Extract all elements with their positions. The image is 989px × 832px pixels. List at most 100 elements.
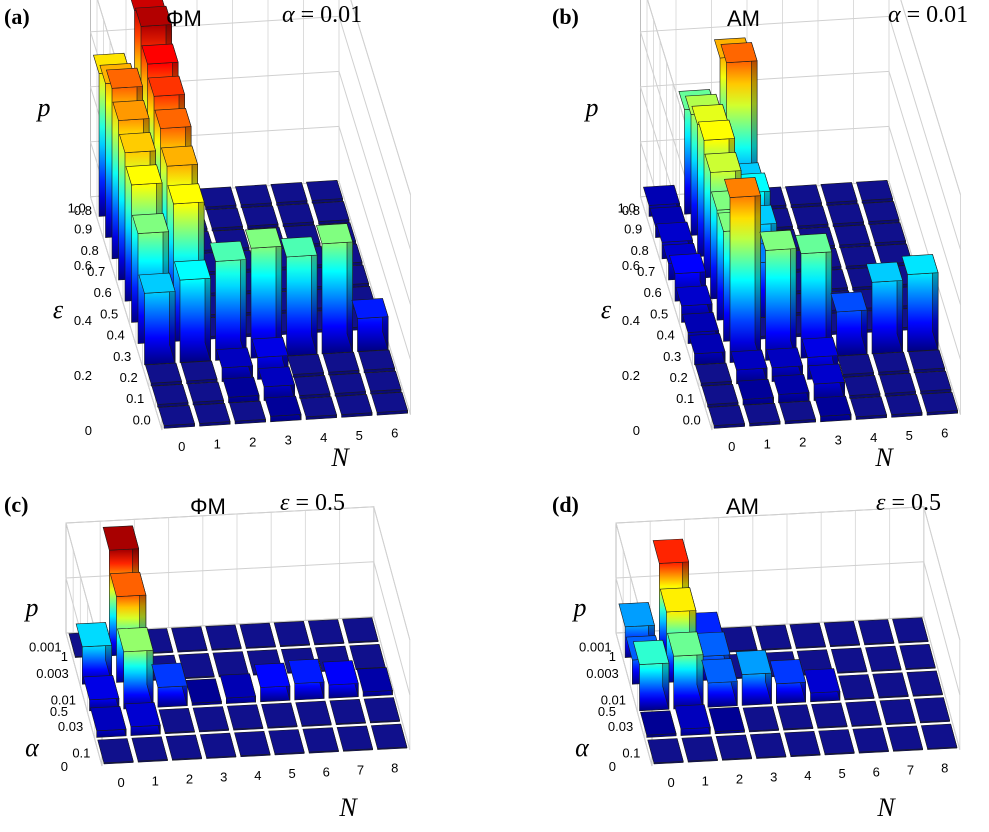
- y-tick-label: 0.8: [81, 243, 99, 258]
- bar: [370, 723, 408, 750]
- x-tick-label: 1: [764, 437, 771, 452]
- panel-a: 0 0.2 0.4 0.6 0.8 0.0 0.1 0.2 0.3 0.4 0.5 0.6 0.7 0.8…: [0, 0, 494, 472]
- bar: [701, 658, 738, 708]
- gridline: [615, 616, 961, 767]
- bar-top-face: [342, 617, 379, 643]
- bar: [280, 236, 318, 357]
- bar: [785, 184, 822, 208]
- bar: [219, 673, 257, 704]
- bar-top-face: [830, 647, 868, 673]
- bar-top-face: [811, 702, 848, 728]
- bar-top-face: [743, 402, 781, 424]
- bar: [234, 730, 271, 758]
- bar: [151, 383, 189, 408]
- bar: [921, 391, 958, 416]
- bar-top-face: [209, 240, 247, 262]
- bar-top-face: [769, 659, 807, 685]
- bar-top-face: [371, 391, 408, 413]
- y-tick-label: 0.3: [113, 349, 131, 364]
- bar-top-face: [840, 245, 877, 267]
- bar-top-face: [102, 525, 140, 551]
- parameter-value: 0.5: [911, 490, 942, 516]
- bar: [920, 723, 958, 750]
- bar: [647, 738, 684, 765]
- y-tick-label: 0.003: [36, 666, 69, 681]
- z-tick-label: 0.4: [622, 313, 640, 328]
- bar: [866, 261, 903, 355]
- bar: [708, 405, 745, 429]
- gridline: [647, 0, 961, 211]
- gridline: [65, 616, 411, 767]
- bar-top-face: [106, 67, 143, 89]
- y-tick-label: 0.1: [72, 746, 90, 761]
- y-tick-label: 0.8: [631, 243, 649, 258]
- bar-top-face: [850, 396, 887, 418]
- panel-label: (a): [4, 4, 30, 29]
- bar-top-face: [293, 375, 331, 396]
- bar-top-face: [351, 298, 389, 319]
- bar: [205, 624, 242, 651]
- bar-top-face: [226, 704, 264, 730]
- bar-top-face: [667, 631, 704, 657]
- x-tick-label: 1: [214, 437, 221, 452]
- bar-top-face: [161, 145, 198, 167]
- bar-top-face: [820, 182, 858, 203]
- bar: [253, 662, 291, 703]
- y-tick-label: 0.3: [663, 349, 681, 364]
- bar-top-face: [251, 336, 289, 358]
- gridline: [615, 506, 961, 657]
- y-tick-label: 0.0: [683, 412, 701, 427]
- bar-top-face: [913, 697, 951, 723]
- bar: [322, 351, 360, 376]
- bar: [843, 375, 881, 399]
- gridline: [65, 506, 411, 657]
- bar: [885, 394, 923, 418]
- bar-top-face: [119, 132, 156, 154]
- bar-top-face: [219, 673, 257, 699]
- bar: [312, 201, 350, 225]
- bar: [795, 233, 832, 359]
- bar-top-face: [759, 229, 797, 251]
- panel-label: (c): [4, 492, 29, 517]
- bar: [364, 370, 402, 395]
- bar-top-face: [789, 622, 826, 648]
- bar: [336, 725, 374, 752]
- bar-top-face: [730, 349, 768, 371]
- z-tick-label: 0: [85, 423, 92, 438]
- bar: [830, 291, 868, 357]
- bar: [158, 405, 195, 429]
- bar-top-face: [329, 372, 366, 394]
- y-tick-label: 0.2: [670, 370, 688, 385]
- z-tick-label: 0.5: [598, 704, 616, 719]
- z-tick-label: 0: [609, 759, 616, 774]
- x-tick-label: 1: [152, 773, 159, 788]
- bar-top-face: [306, 179, 343, 201]
- z-tick-label: 0.8: [622, 203, 640, 218]
- y-tick-label: 0.01: [51, 693, 76, 708]
- bar-top-face: [171, 626, 208, 652]
- y-tick-label: 0.4: [657, 328, 675, 343]
- bar-top-face: [180, 360, 218, 382]
- bar: [192, 706, 230, 733]
- bar-top-face: [843, 375, 881, 396]
- bar: [307, 619, 345, 646]
- bar-top-face: [222, 376, 260, 398]
- bar: [287, 353, 324, 378]
- bar-top-face: [803, 668, 841, 694]
- bar-top-face: [659, 587, 697, 613]
- bar: [75, 622, 113, 685]
- bar-top-face: [749, 732, 787, 758]
- bar: [178, 652, 215, 680]
- chart-parameter: α = 0.01: [282, 2, 363, 28]
- bar: [879, 698, 916, 726]
- bar-top-face: [776, 704, 814, 730]
- bar: [840, 245, 877, 270]
- bar: [833, 224, 871, 249]
- y-tick-label: 0.6: [644, 285, 662, 300]
- bar-top-face: [892, 617, 929, 643]
- bar: [913, 697, 951, 724]
- x-tick-label: 8: [941, 761, 948, 776]
- bars: [93, 0, 408, 429]
- z-tick-label: 0.5: [50, 704, 68, 719]
- bar-top-face: [885, 394, 923, 415]
